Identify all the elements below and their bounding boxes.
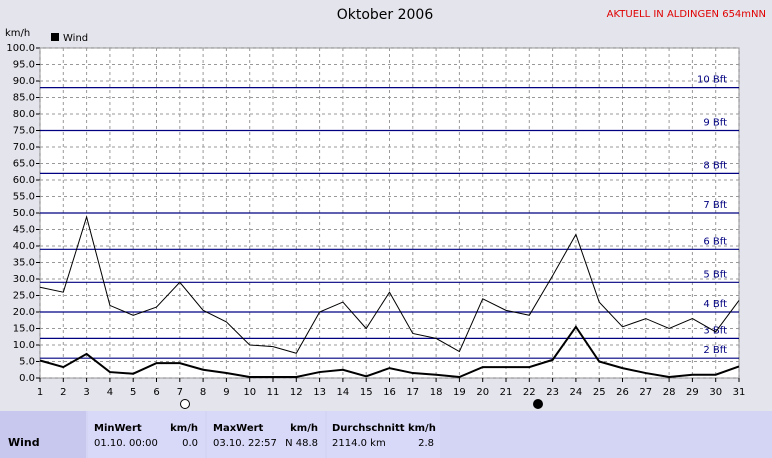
y-axis-label: km/h bbox=[5, 28, 30, 39]
row-label: Wind bbox=[8, 436, 40, 449]
beaufort-label: 8 Bft bbox=[703, 160, 727, 171]
beaufort-label: 5 Bft bbox=[703, 269, 727, 280]
y-tick-label: 60.0 bbox=[13, 175, 35, 186]
x-tick-label: 21 bbox=[500, 387, 513, 398]
table-cell bbox=[207, 411, 325, 458]
y-tick-label: 80.0 bbox=[13, 109, 35, 120]
x-tick-label: 29 bbox=[686, 387, 699, 398]
beaufort-label: 10 Bft bbox=[697, 75, 727, 86]
x-tick-label: 23 bbox=[546, 387, 559, 398]
x-tick-label: 11 bbox=[267, 387, 280, 398]
cell-value: 2.8 bbox=[418, 438, 434, 449]
x-tick-label: 25 bbox=[593, 387, 606, 398]
col-header: MaxWert bbox=[213, 423, 264, 434]
x-tick-label: 5 bbox=[130, 387, 136, 398]
x-tick-label: 13 bbox=[313, 387, 326, 398]
y-tick-label: 35.0 bbox=[13, 258, 35, 269]
col-unit: km/h bbox=[290, 423, 318, 434]
beaufort-label: 2 Bft bbox=[703, 345, 727, 356]
series-line bbox=[39, 215, 740, 354]
cell-date: 03.10. 22:57 bbox=[213, 438, 277, 449]
summary-table: Wind MinWert km/h 01.10. 00:00 0.0 MaxWe… bbox=[0, 411, 772, 458]
moon-full bbox=[180, 399, 190, 409]
cell-date: 2114.0 km bbox=[332, 438, 386, 449]
table-cell bbox=[0, 411, 86, 458]
col-header: MinWert bbox=[94, 423, 142, 434]
legend-swatch bbox=[51, 33, 59, 41]
y-tick-label: 45.0 bbox=[13, 225, 35, 236]
y-tick-label: 75.0 bbox=[13, 126, 35, 137]
x-tick-label: 22 bbox=[523, 387, 536, 398]
x-tick-label: 20 bbox=[476, 387, 489, 398]
y-tick-label: 0.0 bbox=[19, 373, 35, 384]
cell-value: 0.0 bbox=[182, 438, 198, 449]
y-tick-label: 15.0 bbox=[13, 324, 35, 335]
beaufort-label: 7 Bft bbox=[703, 200, 727, 211]
series-line bbox=[39, 325, 740, 379]
table-cell bbox=[88, 411, 205, 458]
legend-label: Wind bbox=[63, 33, 88, 44]
y-tick-label: 100.0 bbox=[6, 43, 35, 54]
y-tick-label: 5.0 bbox=[19, 357, 35, 368]
y-tick-label: 10.0 bbox=[13, 340, 35, 351]
x-tick-label: 16 bbox=[383, 387, 396, 398]
y-tick-label: 85.0 bbox=[13, 93, 35, 104]
x-tick-label: 24 bbox=[570, 387, 583, 398]
y-tick-label: 55.0 bbox=[13, 192, 35, 203]
chart-title: Oktober 2006 bbox=[337, 7, 434, 23]
beaufort-label: 9 Bft bbox=[703, 118, 727, 129]
y-tick-label: 40.0 bbox=[13, 241, 35, 252]
x-tick-label: 27 bbox=[639, 387, 652, 398]
x-tick-label: 4 bbox=[107, 387, 113, 398]
y-tick-label: 65.0 bbox=[13, 159, 35, 170]
beaufort-label: 4 Bft bbox=[703, 299, 727, 310]
x-tick-label: 2 bbox=[60, 387, 66, 398]
x-tick-label: 31 bbox=[733, 387, 746, 398]
x-tick-label: 7 bbox=[177, 387, 183, 398]
x-tick-label: 15 bbox=[360, 387, 373, 398]
beaufort-label: 6 Bft bbox=[703, 236, 727, 247]
x-tick-label: 28 bbox=[663, 387, 676, 398]
col-unit: km/h bbox=[170, 423, 198, 434]
y-tick-label: 30.0 bbox=[13, 274, 35, 285]
x-tick-label: 10 bbox=[243, 387, 256, 398]
x-tick-label: 18 bbox=[430, 387, 443, 398]
x-tick-label: 19 bbox=[453, 387, 466, 398]
y-tick-label: 70.0 bbox=[13, 142, 35, 153]
cell-date: 01.10. 00:00 bbox=[94, 438, 158, 449]
col-header: Durchschnitt km/h bbox=[332, 423, 436, 434]
x-tick-label: 17 bbox=[406, 387, 419, 398]
cell-value: N 48.8 bbox=[285, 438, 318, 449]
x-tick-label: 30 bbox=[709, 387, 722, 398]
x-tick-label: 12 bbox=[290, 387, 303, 398]
station-label: AKTUELL IN ALDINGEN 654mNN bbox=[607, 9, 766, 20]
x-tick-label: 14 bbox=[337, 387, 350, 398]
x-tick-label: 3 bbox=[83, 387, 89, 398]
x-tick-label: 26 bbox=[616, 387, 629, 398]
table-cell bbox=[327, 411, 440, 458]
x-tick-label: 8 bbox=[200, 387, 206, 398]
x-tick-label: 1 bbox=[37, 387, 43, 398]
beaufort-label: 3 Bft bbox=[703, 325, 727, 336]
moon-new bbox=[533, 399, 543, 409]
x-tick-label: 9 bbox=[223, 387, 229, 398]
y-tick-label: 95.0 bbox=[13, 60, 35, 71]
y-tick-label: 90.0 bbox=[13, 76, 35, 87]
y-tick-label: 25.0 bbox=[13, 291, 35, 302]
x-tick-label: 6 bbox=[153, 387, 159, 398]
y-tick-label: 50.0 bbox=[13, 208, 35, 219]
y-tick-label: 20.0 bbox=[13, 307, 35, 318]
